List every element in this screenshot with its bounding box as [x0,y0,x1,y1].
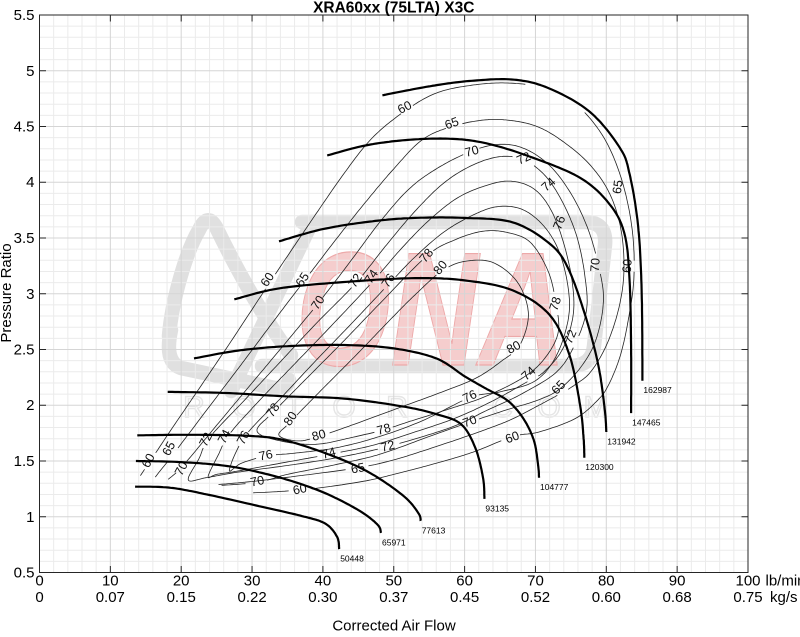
svg-text:5.5: 5.5 [14,7,35,24]
svg-text:120300: 120300 [585,462,614,472]
svg-text:70: 70 [588,257,603,272]
svg-text:0: 0 [35,573,43,590]
svg-text:1: 1 [26,509,34,526]
svg-text:0.37: 0.37 [379,589,408,606]
svg-text:O: O [332,391,355,424]
svg-text:93135: 93135 [485,503,509,513]
svg-text:70: 70 [527,573,544,590]
svg-text:2.5: 2.5 [14,342,35,359]
svg-text:0.68: 0.68 [662,589,691,606]
svg-text:90: 90 [669,573,686,590]
svg-text:80: 80 [598,573,615,590]
svg-text:0.52: 0.52 [521,589,550,606]
svg-text:65971: 65971 [382,537,406,547]
svg-text:2: 2 [26,397,34,414]
svg-text:65: 65 [610,179,626,195]
svg-text:0: 0 [35,589,43,606]
svg-text:76: 76 [258,447,275,464]
svg-text:0.5: 0.5 [14,565,35,582]
svg-text:Corrected Air Flow: Corrected Air Flow [332,618,456,633]
svg-text:20: 20 [173,573,190,590]
svg-text:4: 4 [26,174,34,191]
svg-text:30: 30 [244,573,261,590]
svg-text:0.30: 0.30 [308,589,337,606]
svg-text:0.75: 0.75 [733,589,762,606]
svg-text:kg/s: kg/s [770,589,798,606]
svg-text:0.07: 0.07 [96,589,125,606]
svg-text:77613: 77613 [422,525,446,535]
svg-text:0.22: 0.22 [237,589,266,606]
svg-text:3.5: 3.5 [14,230,35,247]
svg-text:131942: 131942 [607,437,636,447]
svg-text:0.60: 0.60 [592,589,621,606]
svg-text:162987: 162987 [643,385,672,395]
svg-text:50: 50 [385,573,402,590]
svg-text:Pressure Ratio: Pressure Ratio [0,243,15,342]
svg-text:1.5: 1.5 [14,453,35,470]
svg-text:10: 10 [102,573,119,590]
svg-text:100: 100 [735,573,760,590]
svg-text:147465: 147465 [632,418,661,428]
svg-text:50448: 50448 [340,554,364,564]
svg-text:XRA60xx (75LTA) X3C: XRA60xx (75LTA) X3C [313,0,474,17]
svg-text:60: 60 [456,573,473,590]
svg-text:5: 5 [26,63,34,80]
svg-text:4.5: 4.5 [14,119,35,136]
svg-text:104777: 104777 [540,482,569,492]
svg-text:70: 70 [249,473,266,490]
svg-text:3: 3 [26,286,34,303]
svg-text:40: 40 [315,573,332,590]
svg-text:0.15: 0.15 [167,589,196,606]
svg-text:0.45: 0.45 [450,589,479,606]
svg-text:lb/min: lb/min [766,573,800,590]
